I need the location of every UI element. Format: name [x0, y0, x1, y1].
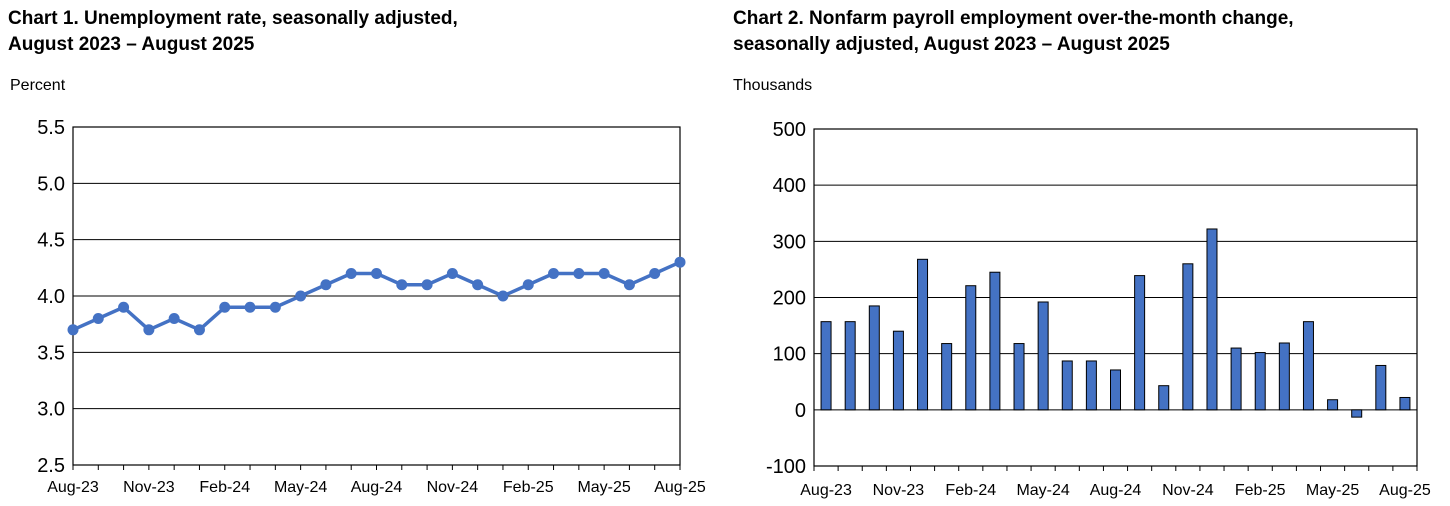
chart1-unit-label: Percent	[10, 77, 66, 94]
chart2-bar	[868, 305, 880, 411]
chart1-x-tick-label: Aug-25	[654, 479, 706, 496]
chart2-bar	[1182, 263, 1194, 411]
chart2-bar	[892, 330, 904, 411]
chart1-data-point	[548, 267, 560, 279]
chart2-bar	[1302, 321, 1314, 411]
chart1-title: Chart 1. Unemployment rate, seasonally a…	[8, 6, 458, 58]
chart2-x-tick-label: May-25	[1306, 482, 1359, 499]
chart1-x-tick-label: Nov-23	[123, 479, 175, 496]
chart2-x-tick-label: Nov-23	[873, 482, 925, 499]
chart2-bar	[917, 258, 929, 411]
chart1-data-point	[193, 324, 205, 336]
chart1-x-tick-label: Aug-23	[47, 479, 99, 496]
chart2-bar	[1061, 360, 1073, 411]
chart2-x-tick-label: May-24	[1016, 482, 1069, 499]
chart2-bar	[844, 321, 856, 411]
chart1-data-point	[168, 313, 180, 325]
chart1-x-tick-label: Feb-25	[503, 479, 554, 496]
chart1-title-line2: August 2023 – August 2025	[8, 34, 255, 55]
chart2-plot-frame	[813, 128, 1418, 467]
chart2-title-line2: seasonally adjusted, August 2023 – Augus…	[733, 34, 1170, 55]
chart1-data-point	[497, 290, 509, 302]
chart1-data-point	[674, 256, 686, 268]
chart2-y-tick-label: 100	[773, 344, 806, 366]
chart1-title-line1: Chart 1. Unemployment rate, seasonally a…	[8, 8, 458, 29]
chart1-data-point	[522, 279, 534, 291]
chart2-y-tick-label: 500	[773, 119, 806, 141]
chart2-bar	[1254, 352, 1266, 411]
chart1-data-point	[472, 279, 484, 291]
chart1-x-tick-label: May-24	[274, 479, 327, 496]
chart2-y-tick-label: 300	[773, 231, 806, 253]
chart1-data-point	[295, 290, 307, 302]
chart1-data-point	[269, 301, 281, 313]
chart2-bar	[1134, 275, 1146, 411]
chart1-data-point	[118, 301, 130, 313]
chart2-bar	[965, 285, 977, 411]
chart2-bar	[1375, 364, 1387, 411]
chart2-x-tick-label: Aug-24	[1090, 482, 1142, 499]
chart2-bar	[1206, 228, 1218, 411]
chart1-data-point	[92, 313, 104, 325]
chart2-y-tick-label: 0	[795, 400, 806, 422]
chart1-data-point	[320, 279, 332, 291]
chart2-y-tick-label: 200	[773, 288, 806, 310]
chart1-data-point	[371, 267, 382, 279]
chart1-data-point	[446, 267, 458, 279]
chart2-bar	[1351, 409, 1363, 418]
chart2-bar	[1110, 369, 1121, 411]
chart2-bar	[1278, 342, 1290, 411]
chart2-title: Chart 2. Nonfarm payroll employment over…	[733, 6, 1294, 58]
chart2-title-line1: Chart 2. Nonfarm payroll employment over…	[733, 8, 1294, 29]
chart2-bar	[1327, 399, 1339, 411]
chart1-y-tick-label: 3.5	[37, 342, 65, 364]
chart1-y-tick-label: 2.5	[37, 455, 65, 477]
chart1-data-point	[345, 267, 357, 279]
chart2-y-tick-label: -100	[766, 456, 806, 478]
chart1-y-tick-label: 5.0	[37, 173, 65, 195]
chart2-x-tick-label: Aug-23	[800, 482, 852, 499]
chart2-bar	[1085, 360, 1097, 411]
chart1-data-point	[219, 301, 231, 313]
chart2-x-tick-label: Aug-25	[1379, 482, 1431, 499]
chart2-bar	[1399, 396, 1411, 411]
chart2-bar	[820, 321, 832, 411]
chart1-x-tick-label: Aug-24	[351, 479, 403, 496]
chart2-bar	[989, 271, 1001, 411]
chart1-x-tick-label: Nov-24	[427, 479, 479, 496]
chart1-x-tick-label: Feb-24	[199, 479, 250, 496]
chart2-bar	[941, 343, 953, 411]
chart1-data-point	[143, 324, 155, 336]
chart2-unit-label: Thousands	[733, 77, 813, 94]
chart1-y-tick-label: 4.0	[37, 286, 65, 308]
chart1-y-tick-label: 5.5	[37, 117, 65, 139]
chart1-data-point	[649, 267, 661, 279]
chart1-data-point	[598, 267, 610, 279]
chart2-bar	[1037, 301, 1049, 411]
chart2-x-tick-label: Feb-24	[945, 482, 996, 499]
chart1-data-point	[623, 279, 635, 291]
chart1-data-point	[573, 267, 585, 279]
chart1-data-point	[396, 279, 408, 291]
chart1-y-tick-label: 4.5	[37, 230, 65, 252]
chart1-data-point	[421, 279, 433, 291]
chart2-bar	[1013, 343, 1025, 411]
chart1-data-point	[67, 324, 79, 336]
chart2-bar	[1158, 385, 1170, 411]
unemployment-line-chart: 2.5 3.0 3.5 4.0 4.5 5.0 5.5 Aug-23 Nov-23 Feb-24 M…	[37, 117, 706, 496]
chart1-data-point	[244, 301, 256, 313]
chart2-x-tick-label: Nov-24	[1162, 482, 1214, 499]
chart1-x-tick-label: May-25	[577, 479, 630, 496]
chart2-bar	[1230, 347, 1242, 411]
chart2-y-tick-label: 400	[773, 175, 806, 197]
chart2-x-tick-label: Feb-25	[1235, 482, 1286, 499]
chart1-y-tick-label: 3.0	[37, 399, 65, 421]
